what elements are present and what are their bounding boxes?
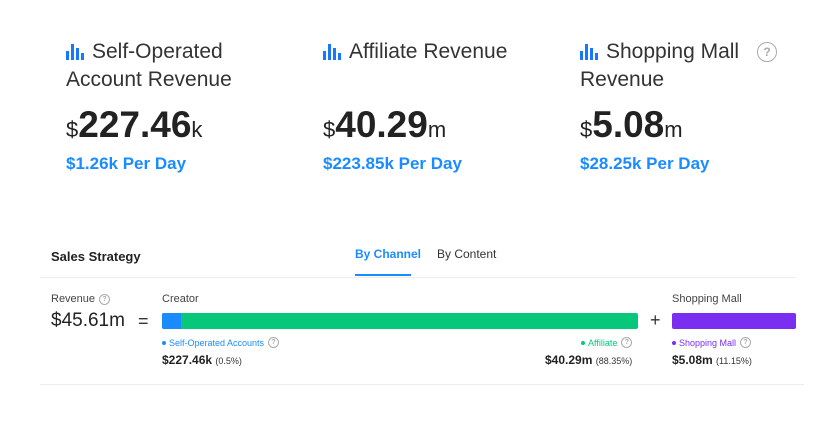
stat-title-line1: Self-Operated [92, 40, 223, 63]
stat-title-line2: Account Revenue [66, 68, 232, 91]
bar-chart-icon [66, 44, 84, 60]
stat-title-line2-row: Revenue [580, 66, 777, 94]
stat-value: $40.29m [323, 104, 446, 146]
stat-number: 227.46 [78, 104, 192, 145]
amount-percent: (0.5%) [215, 356, 242, 366]
creator-revenue-bar [162, 313, 638, 329]
question-circle-icon[interactable]: ? [268, 337, 280, 348]
amount-shopping-mall: $5.08m (11.15%) [672, 353, 752, 367]
stat-currency: $ [323, 117, 336, 142]
revenue-label: Revenue? [51, 293, 111, 305]
stat-title-line1: Affiliate Revenue [349, 40, 508, 63]
legend-label: Affiliate [588, 337, 618, 348]
legend-affiliate: Affiliate ? [581, 337, 633, 348]
legend-shopping-mall: Shopping Mall ? [672, 337, 752, 348]
stat-unit: m [427, 117, 447, 142]
tab-by-channel[interactable]: By Channel [355, 247, 422, 261]
stat-title: Affiliate Revenue [323, 38, 507, 66]
revenue-label-text: Revenue [51, 293, 96, 305]
tab-by-content[interactable]: By Content [437, 247, 497, 261]
legend-label: Self-Operated Accounts [169, 337, 265, 348]
stat-per-day: $28.25k Per Day [580, 154, 710, 173]
bar-chart-icon [580, 44, 598, 60]
active-tab-indicator [355, 274, 411, 276]
stat-value: $227.46k [66, 104, 202, 146]
stat-unit: m [664, 117, 683, 142]
legend-dot [581, 340, 585, 345]
legend-self-operated: Self-Operated Accounts ? [162, 337, 280, 348]
equals-sign: = [138, 311, 149, 331]
stat-self-operated: Self-Operated Account Revenue $227.46k $… [66, 38, 232, 173]
stat-shopping-mall: Shopping Mall ? Revenue $5.08m $28.25k P… [580, 38, 778, 173]
header-divider [40, 277, 796, 278]
stat-number: 40.29 [335, 104, 428, 145]
question-circle-icon[interactable]: ? [757, 42, 778, 62]
stat-currency: $ [580, 117, 593, 142]
footer-divider [40, 384, 804, 385]
question-circle-icon[interactable]: ? [621, 337, 633, 348]
stat-unit: k [191, 117, 203, 142]
legend-dot [672, 340, 676, 345]
amount-percent: (88.35%) [595, 356, 633, 366]
amount-affiliate: $40.29m (88.35%) [545, 353, 632, 367]
total-revenue: $45.61m [51, 310, 125, 331]
stat-affiliate: Affiliate Revenue $40.29m $223.85k Per D… [323, 38, 507, 173]
self-operated-bar-segment [162, 313, 181, 329]
amount-value: $227.46k [162, 353, 213, 367]
stat-per-day: $223.85k Per Day [323, 154, 462, 173]
amount-percent: (11.15%) [716, 356, 752, 366]
stat-title-line2-row: Account Revenue [66, 66, 232, 94]
plus-sign: + [650, 310, 661, 330]
stat-currency: $ [66, 117, 79, 142]
amount-value: $5.08m [672, 353, 713, 367]
question-circle-icon[interactable]: ? [740, 337, 752, 348]
stat-per-day: $1.26k Per Day [66, 154, 187, 173]
stat-title-line1: Shopping Mall [606, 40, 740, 63]
stat-title: Shopping Mall ? [580, 38, 778, 66]
legend-dot [162, 340, 166, 345]
amount-self-operated: $227.46k (0.5%) [162, 353, 242, 367]
shopping-mall-label: Shopping Mall [672, 293, 742, 305]
amount-value: $40.29m [545, 353, 593, 367]
sales-strategy-title: Sales Strategy [51, 249, 141, 264]
shopping-mall-bar [672, 313, 796, 329]
stat-value: $5.08m [580, 104, 683, 146]
stat-title: Self-Operated [66, 38, 232, 66]
stat-title-line2: Revenue [580, 68, 665, 91]
creator-label: Creator [162, 293, 199, 305]
stat-number: 5.08 [592, 104, 665, 145]
question-circle-icon[interactable]: ? [99, 293, 111, 305]
legend-label: Shopping Mall [679, 337, 737, 348]
bar-chart-icon [323, 44, 341, 60]
